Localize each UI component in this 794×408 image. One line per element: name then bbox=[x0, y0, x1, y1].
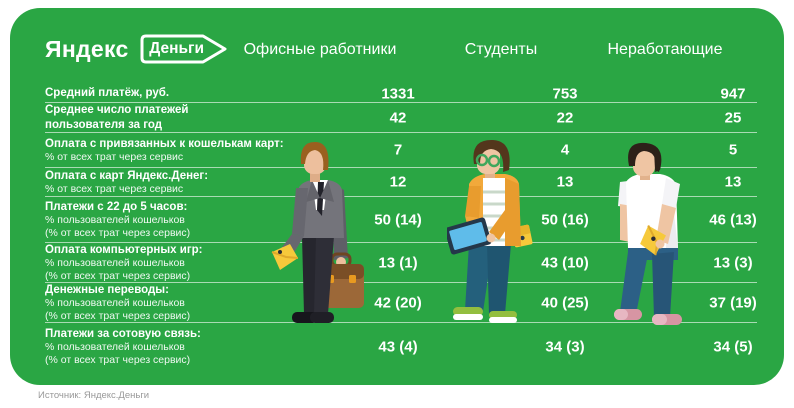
stats-table: Средний платёж, руб. 1331 753 947 Средне… bbox=[45, 85, 757, 370]
value-office-workers: 42 (20) bbox=[374, 294, 422, 311]
row-label: Платежи с 22 до 5 часов: % пользователей… bbox=[45, 200, 191, 239]
column-header-office-workers: Офисные работники bbox=[243, 41, 397, 58]
money-tag: Деньги bbox=[140, 34, 228, 64]
row-average-payment: Средний платёж, руб. 1331 753 947 bbox=[45, 85, 757, 103]
student-figure bbox=[444, 139, 533, 323]
arrow-tag-icon bbox=[140, 34, 227, 64]
figure-student bbox=[444, 138, 542, 324]
value-students: 13 bbox=[556, 173, 574, 191]
row-label: Оплата компьютерных игр: % пользователей… bbox=[45, 243, 203, 282]
column-header-unemployed: Неработающие bbox=[607, 41, 723, 58]
row-mobile-payments: Платежи за сотовую связь: % пользователе… bbox=[45, 323, 757, 370]
value-unemployed: 37 (19) bbox=[709, 294, 757, 311]
value-unemployed: 13 (3) bbox=[713, 254, 753, 271]
money-tag-label: Деньги bbox=[149, 40, 204, 57]
value-students: 4 bbox=[560, 141, 570, 159]
unemployed-figure bbox=[614, 142, 682, 325]
row-payments-per-year: Среднее число платежей пользователя за г… bbox=[45, 103, 757, 133]
row-night-payments: Платежи с 22 до 5 часов: % пользователей… bbox=[45, 197, 757, 243]
value-unemployed: 34 (5) bbox=[713, 338, 753, 355]
infographic-card: Яндекс Деньги Офисные работники Студенты… bbox=[10, 8, 784, 385]
row-label: Среднее число платежей пользователя за г… bbox=[45, 104, 189, 131]
office-worker-figure bbox=[271, 141, 364, 323]
value-unemployed: 25 bbox=[724, 109, 742, 126]
value-students: 40 (25) bbox=[541, 294, 589, 311]
value-students: 22 bbox=[556, 109, 574, 126]
row-label: Оплата с привязанных к кошелькам карт: %… bbox=[45, 137, 284, 163]
yandex-wordmark: Яндекс bbox=[45, 35, 129, 62]
value-office-workers: 42 bbox=[389, 109, 407, 126]
row-computer-games: Оплата компьютерных игр: % пользователей… bbox=[45, 243, 757, 283]
row-label: Платежи за сотовую связь: % пользователе… bbox=[45, 327, 201, 366]
value-office-workers: 12 bbox=[389, 173, 407, 191]
value-students: 43 (10) bbox=[541, 254, 589, 271]
value-students: 34 (3) bbox=[545, 338, 585, 355]
row-label: Оплата с карт Яндекс.Денег: % от всех тр… bbox=[45, 169, 209, 195]
row-label: Денежные переводы: % пользователей кошел… bbox=[45, 283, 191, 322]
value-students: 50 (16) bbox=[541, 211, 589, 228]
row-linked-cards: Оплата с привязанных к кошелькам карт: %… bbox=[45, 133, 757, 168]
row-label: Средний платёж, руб. bbox=[45, 87, 170, 100]
value-office-workers: 7 bbox=[393, 141, 403, 159]
value-office-workers: 1331 bbox=[381, 85, 415, 102]
value-unemployed: 5 bbox=[728, 141, 738, 159]
value-students: 753 bbox=[552, 85, 578, 102]
value-office-workers: 50 (14) bbox=[374, 211, 422, 228]
row-money-transfers: Денежные переводы: % пользователей кошел… bbox=[45, 283, 757, 323]
figure-office-worker bbox=[268, 140, 373, 324]
value-office-workers: 13 (1) bbox=[378, 254, 418, 271]
value-office-workers: 43 (4) bbox=[378, 338, 418, 355]
source-note: Источник: Яндекс.Деньги bbox=[38, 390, 150, 401]
figure-unemployed bbox=[612, 142, 700, 326]
column-header-students: Студенты bbox=[464, 41, 538, 58]
value-unemployed: 947 bbox=[720, 85, 746, 102]
yandex-money-logo: Яндекс Деньги bbox=[45, 34, 228, 64]
value-unemployed: 46 (13) bbox=[709, 211, 757, 228]
row-yandex-cards: Оплата с карт Яндекс.Денег: % от всех тр… bbox=[45, 168, 757, 197]
value-unemployed: 13 bbox=[724, 173, 742, 191]
